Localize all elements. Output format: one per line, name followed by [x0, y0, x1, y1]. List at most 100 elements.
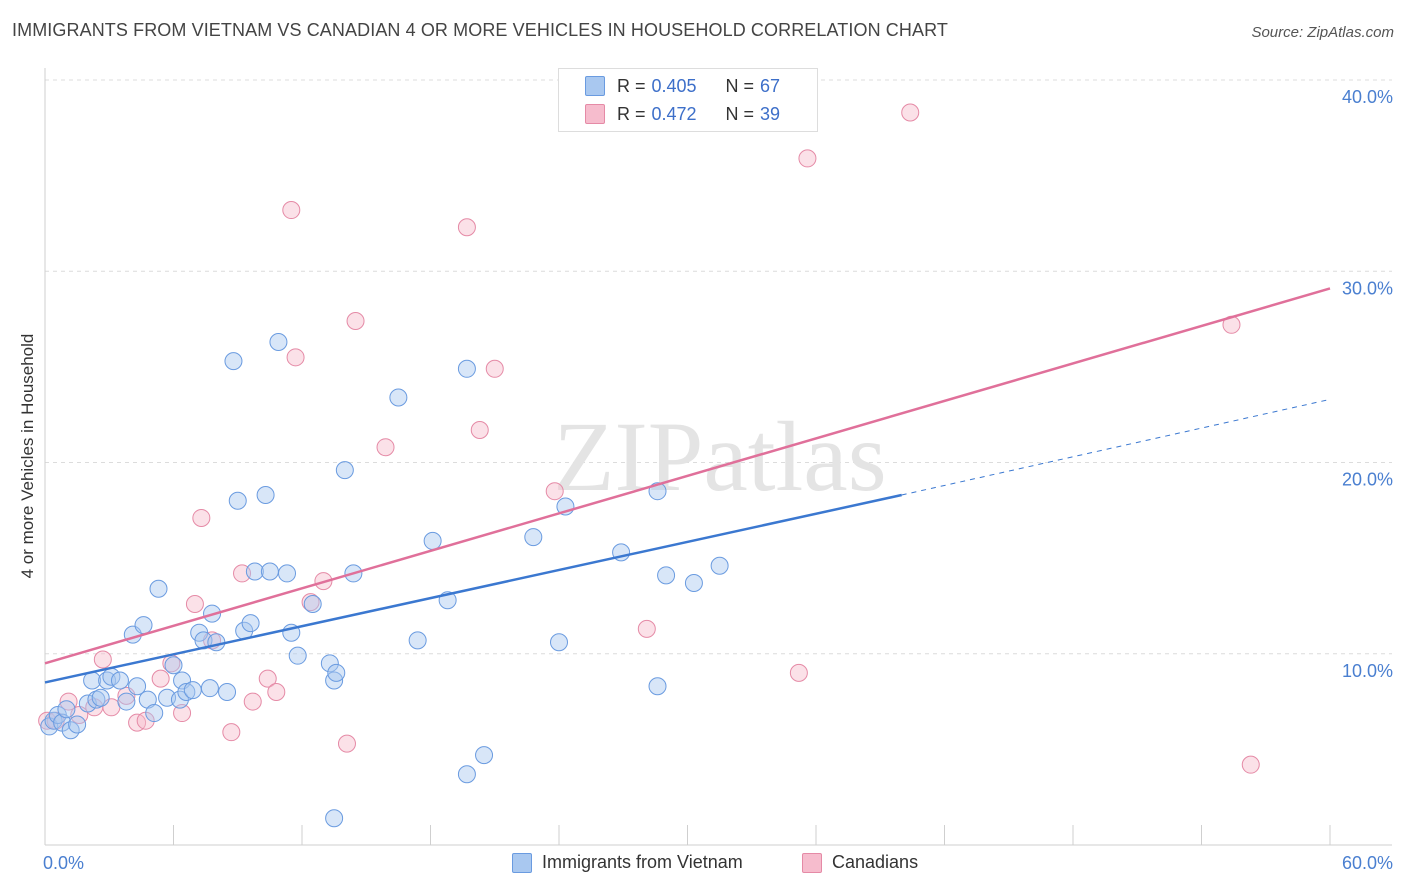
stats-row-vietnam: R = 0.405 N = 67: [585, 74, 780, 98]
y-tick-label: 10.0%: [1342, 661, 1393, 681]
vietnam-trend-line: [44, 493, 902, 684]
legend-label-vietnam: Immigrants from Vietnam: [542, 852, 743, 872]
vietnam-point: [149, 579, 168, 598]
vietnam-point: [224, 352, 243, 371]
vietnam-point: [288, 646, 307, 665]
canadians-point: [545, 482, 564, 501]
vietnam-point: [218, 683, 237, 701]
vietnam-point: [327, 663, 346, 682]
x-tick-label: 60.0%: [1342, 853, 1393, 873]
legend-swatch-vietnam: [512, 852, 532, 873]
canadians-point: [485, 359, 504, 378]
vietnam-point: [177, 683, 196, 701]
vietnam-point: [269, 333, 288, 352]
canadians-point: [151, 669, 170, 688]
n-label: N =: [725, 75, 755, 96]
vietnam-point: [164, 656, 183, 675]
vietnam-point: [457, 765, 476, 784]
y-tick-label: 40.0%: [1342, 87, 1393, 107]
n-value: 39: [760, 103, 781, 124]
vietnam-point: [200, 679, 219, 698]
vietnam-point: [256, 486, 275, 505]
y-tick-label: 20.0%: [1342, 470, 1393, 490]
legend-item-canadians: Canadians: [802, 852, 918, 873]
y-tick-label: 30.0%: [1342, 278, 1393, 298]
axes: [44, 68, 1392, 846]
canadians-trend-line: [44, 287, 1331, 665]
vietnam-point: [710, 556, 729, 575]
canadians-point: [173, 704, 192, 723]
canadians-point: [93, 650, 112, 669]
r-label: R =: [617, 103, 646, 124]
stats-box: R = 0.405 N = 67 R = 0.472 N = 39: [558, 68, 818, 132]
watermark: ZIPatlas: [553, 401, 886, 512]
y-tick-labels: 10.0% 20.0% 30.0% 40.0%: [1342, 87, 1393, 681]
canadians-point: [282, 201, 301, 220]
stats-swatch-canadians: [585, 104, 605, 124]
vietnam-point: [68, 715, 87, 734]
vietnam-point: [475, 746, 494, 765]
vietnam-point: [91, 688, 110, 707]
x-tick-label: 0.0%: [43, 853, 84, 873]
vietnam-point: [303, 595, 322, 614]
legend-item-vietnam: Immigrants from Vietnam: [512, 852, 743, 873]
canadians-point: [457, 218, 476, 237]
x-tick-labels: 0.0% 60.0%: [43, 853, 1393, 873]
canadians-point: [346, 311, 365, 330]
vietnam-point: [57, 700, 76, 719]
vietnam-point: [228, 491, 247, 510]
vietnam-point: [684, 573, 703, 592]
canadians-point: [267, 683, 286, 701]
canadians-point: [59, 692, 78, 711]
vietnam-points: [40, 333, 729, 828]
canadians-point: [337, 734, 356, 753]
canadians-point: [243, 692, 262, 711]
vietnam-point: [260, 562, 279, 581]
vietnam-point: [648, 677, 667, 696]
source-label: Source: ZipAtlas.com: [1251, 24, 1394, 41]
vietnam-point: [134, 616, 153, 635]
vietnam-point: [245, 562, 264, 581]
canadians-point: [901, 103, 920, 122]
vietnam-point: [183, 681, 202, 700]
vietnam-point: [524, 528, 543, 547]
vietnam-point: [325, 671, 344, 690]
vietnam-point: [325, 809, 344, 828]
canadians-point: [798, 149, 817, 168]
vietnam-point: [110, 671, 129, 690]
vietnam-trend-extension: [901, 398, 1331, 496]
n-label: N =: [725, 103, 755, 124]
vietnam-point: [128, 677, 147, 696]
r-value: 0.472: [651, 103, 697, 124]
vietnam-point: [241, 614, 260, 633]
canadians-point: [789, 663, 808, 682]
canadians-point: [185, 595, 204, 614]
vietnam-point: [145, 704, 164, 723]
legend-swatch-canadians: [802, 852, 822, 873]
vietnam-point: [278, 564, 297, 583]
canadians-point: [637, 619, 656, 638]
vietnam-point: [457, 359, 476, 378]
canadians-point: [258, 669, 277, 688]
r-label: R =: [617, 75, 646, 96]
n-value: 67: [760, 75, 781, 96]
vietnam-point: [657, 566, 676, 585]
vietnam-point: [550, 633, 568, 652]
vietnam-point: [423, 531, 442, 550]
trend-lines: [44, 287, 1331, 684]
canadians-point: [1241, 755, 1260, 774]
vietnam-point: [170, 690, 189, 709]
vietnam-point: [389, 388, 408, 407]
vietnam-point: [335, 461, 354, 480]
canadians-point: [222, 723, 241, 742]
y-axis-label: 4 or more Vehicles in Household: [18, 333, 37, 579]
stats-row-canadians: R = 0.472 N = 39: [585, 102, 780, 126]
canadians-point: [376, 438, 395, 457]
vietnam-point: [320, 654, 339, 673]
canadians-point: [286, 348, 305, 367]
legend-label-canadians: Canadians: [832, 852, 919, 872]
r-value: 0.405: [651, 75, 697, 96]
stats-swatch-vietnam: [585, 76, 605, 96]
canadians-point: [192, 508, 211, 527]
